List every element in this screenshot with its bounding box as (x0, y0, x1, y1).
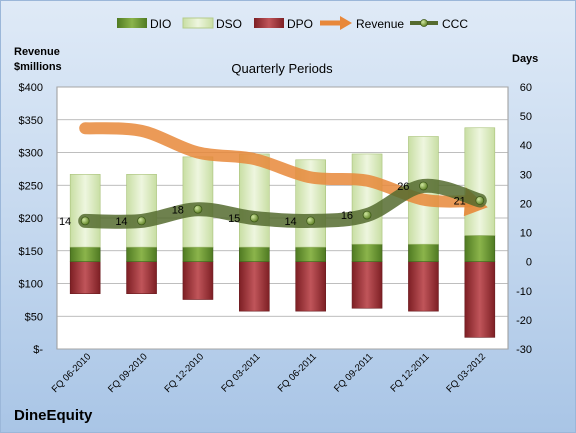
dpo-bar (464, 261, 496, 338)
dio-bar (464, 235, 496, 262)
legend: DIO DSO DPO Revenue CCC (117, 16, 468, 31)
dio-bar (69, 246, 101, 262)
ccc-point (137, 216, 146, 226)
dpo-bar (408, 261, 439, 312)
dpo-bar (239, 261, 270, 312)
ccc-data-label: 14 (59, 216, 71, 228)
ccc-data-label: 14 (284, 216, 296, 228)
ccc-point (475, 196, 485, 205)
ccc-point (362, 210, 372, 220)
dio-bar (182, 246, 214, 262)
dpo-bar (351, 261, 383, 309)
legend-label-dpo: DPO (287, 17, 313, 31)
ccc-data-label: 15 (228, 213, 240, 225)
ccc-point (80, 216, 90, 226)
left-axis-label-line1: Revenue (14, 46, 60, 58)
left-tick-label: $50 (25, 311, 43, 323)
revenue-line (79, 122, 476, 208)
left-tick-label: $- (33, 344, 43, 356)
ccc-point (419, 181, 428, 191)
chart-title: Quarterly Periods (231, 61, 333, 76)
legend-label-revenue: Revenue (356, 17, 404, 31)
ccc-point (193, 204, 203, 214)
ccc-data-label: 18 (172, 204, 184, 216)
right-tick-label: 20 (520, 198, 532, 210)
legend-swatch-revenue (320, 16, 352, 30)
legend-swatch-dpo (254, 18, 284, 28)
left-tick-label: $200 (19, 213, 43, 225)
x-tick-label: FQ 06-2011 (276, 351, 319, 394)
left-tick-label: $250 (19, 180, 43, 192)
dio-bar (239, 246, 270, 262)
dio-bar (351, 243, 383, 262)
company-name: DineEquity (14, 407, 93, 424)
right-tick-label: 30 (520, 169, 532, 181)
ccc-data-label: 26 (397, 181, 409, 193)
legend-label-dio: DIO (150, 17, 171, 31)
legend-swatch-ccc (410, 19, 438, 27)
left-tick-label: $300 (19, 148, 43, 160)
right-tick-label: 10 (520, 228, 532, 240)
dio-bar (295, 246, 326, 262)
left-tick-label: $150 (19, 246, 43, 258)
x-tick-label: FQ 09-2011 (332, 351, 375, 394)
dio-bar (408, 243, 439, 262)
dso-bar (69, 174, 101, 248)
ccc-data-label: 16 (341, 210, 353, 222)
x-tick-label: FQ 06-2010 (50, 351, 94, 395)
right-tick-label: 50 (520, 111, 532, 123)
dio-bar (126, 246, 157, 262)
right-tick-label: -10 (516, 286, 532, 298)
right-tick-label: 60 (520, 82, 532, 94)
dpo-bar (182, 261, 214, 300)
ccc-point (249, 213, 259, 223)
x-tick-label: FQ 09-2010 (106, 351, 150, 395)
dso-bar (126, 174, 157, 248)
right-tick-label: -20 (516, 315, 532, 327)
dpo-bar (126, 261, 157, 294)
dso-bar (182, 156, 214, 248)
x-tick-label: FQ 03-2011 (219, 351, 262, 394)
left-axis-label-line2: $millions (14, 61, 62, 73)
ccc-data-label: 14 (115, 216, 127, 228)
left-tick-label: $400 (19, 82, 43, 94)
left-tick-label: $100 (19, 279, 43, 291)
legend-label-ccc: CCC (442, 17, 468, 31)
ccc-point (306, 216, 316, 226)
x-tick-label: FQ 03-2012 (444, 351, 488, 395)
dpo-bar (69, 261, 101, 294)
dso-bar (239, 153, 270, 248)
ccc-line (78, 178, 487, 229)
right-tick-label: -30 (516, 344, 532, 356)
x-tick-label: FQ 12-2011 (388, 351, 431, 394)
ccc-data-label: 21 (454, 196, 466, 208)
dso-bar (351, 153, 383, 245)
left-tick-label: $350 (19, 115, 43, 127)
dpo-bar (295, 261, 326, 312)
legend-swatch-dso (182, 17, 214, 29)
legend-swatch-dio (117, 18, 147, 28)
dso-bar (464, 127, 496, 236)
legend-label-dso: DSO (216, 17, 242, 31)
right-tick-label: 40 (520, 140, 532, 152)
x-tick-label: FQ 12-2010 (162, 351, 206, 395)
right-tick-label: 0 (526, 257, 532, 269)
right-axis-label: Days (512, 53, 538, 65)
